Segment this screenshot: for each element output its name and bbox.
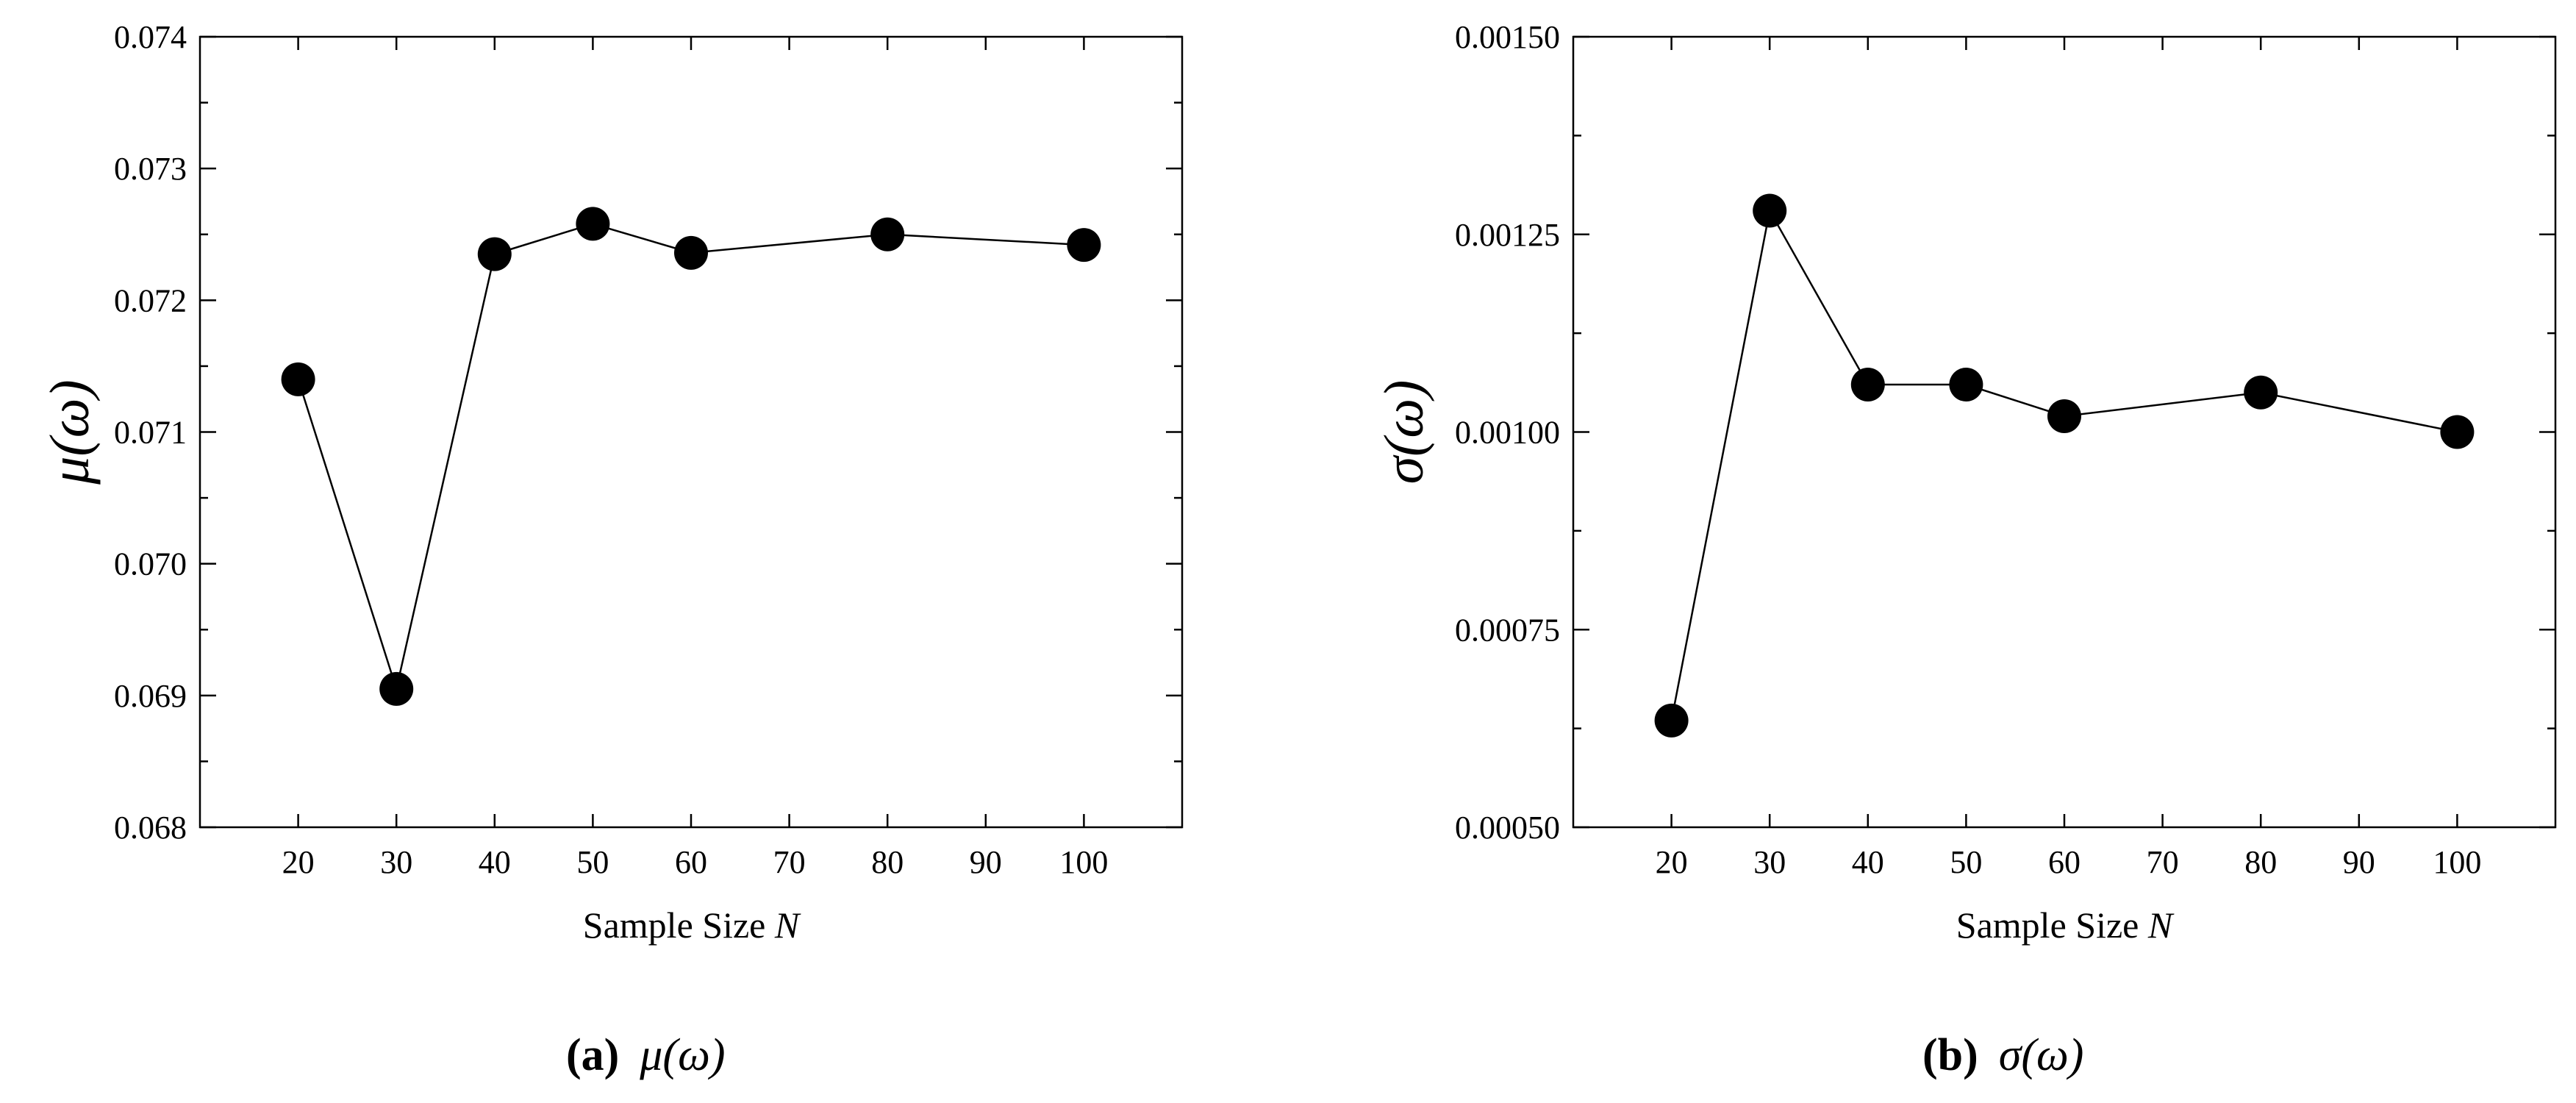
x-tick-label: 30 [1753, 844, 1786, 880]
data-point [2244, 375, 2278, 410]
y-tick-label: 0.074 [114, 19, 187, 55]
x-axis-title-var: N [2139, 904, 2175, 946]
data-point [576, 207, 610, 241]
data-point [674, 235, 708, 270]
caption-symbol: σ(ω) [1999, 1030, 2084, 1080]
x-axis-title-text: Sample Size [583, 904, 766, 946]
x-tick-label: 60 [2048, 844, 2081, 880]
data-point [2440, 415, 2475, 449]
y-tick-label: 0.00100 [1455, 415, 1560, 451]
x-tick-label: 100 [1059, 844, 1108, 880]
data-point [379, 671, 414, 706]
x-tick-label: 80 [2244, 844, 2277, 880]
x-axis-title: Sample Size N [583, 904, 801, 946]
x-tick-label: 50 [576, 844, 609, 880]
y-tick-label: 0.073 [114, 151, 187, 187]
x-tick-label: 80 [871, 844, 904, 880]
y-tick-label: 0.072 [114, 282, 187, 318]
y-axis-title: μ(ω) [39, 379, 101, 485]
x-tick-label: 90 [2343, 844, 2375, 880]
y-tick-label: 0.00075 [1455, 612, 1560, 648]
panel-a-chart: 20 30 40 50 60 70 80 90 100 0.068 0.069 0.070 0.071 0… [39, 19, 1184, 1080]
data-point [1067, 228, 1101, 263]
data-point [1850, 368, 1885, 401]
y-tick-label: 0.00125 [1455, 217, 1560, 253]
x-tick-label: 20 [282, 844, 315, 880]
caption-symbol: μ(ω) [639, 1030, 725, 1080]
x-tick-label: 70 [773, 844, 806, 880]
x-tick-label: 40 [1852, 844, 1884, 880]
y-tick-label: 0.071 [114, 415, 187, 451]
data-point [870, 217, 905, 251]
y-axis-title: σ(ω) [1373, 380, 1435, 485]
x-tick-label: 30 [380, 844, 412, 880]
data-point [2047, 399, 2081, 433]
y-tick-label: 0.070 [114, 546, 187, 582]
y-tick-label: 0.00150 [1455, 19, 1560, 55]
x-axis-title: Sample Size N [1956, 904, 2175, 946]
data-point [281, 362, 315, 396]
plot-frame [198, 35, 1184, 829]
x-axis-title-var: N [765, 904, 801, 946]
caption-label: (b) [1922, 1030, 1978, 1080]
x-tick-label: 70 [2147, 844, 2179, 880]
data-point [1654, 703, 1689, 738]
x-tick-label: 100 [2433, 844, 2481, 880]
data-point [1753, 193, 1787, 228]
x-tick-label: 40 [479, 844, 511, 880]
x-tick-label: 50 [1950, 844, 1982, 880]
x-axis-title-text: Sample Size [1956, 904, 2139, 946]
data-point [477, 237, 512, 271]
panel-caption: (a) μ(ω) [566, 1030, 726, 1080]
series-line [1670, 207, 2458, 721]
data-point [1949, 368, 1983, 401]
caption-label: (a) [566, 1030, 619, 1080]
series-line [297, 223, 1084, 693]
panel-b-chart: 20 30 40 50 60 70 80 90 100 0.00050 0.00075 0.00100… [1373, 19, 2557, 1080]
x-tick-label: 20 [1656, 844, 1688, 880]
y-tick-label: 0.00050 [1455, 810, 1560, 846]
y-tick-label: 0.068 [114, 810, 187, 846]
y-tick-label: 0.069 [114, 678, 187, 714]
panel-caption: (b) σ(ω) [1922, 1030, 2083, 1080]
x-tick-label: 60 [675, 844, 707, 880]
x-tick-label: 90 [970, 844, 1002, 880]
